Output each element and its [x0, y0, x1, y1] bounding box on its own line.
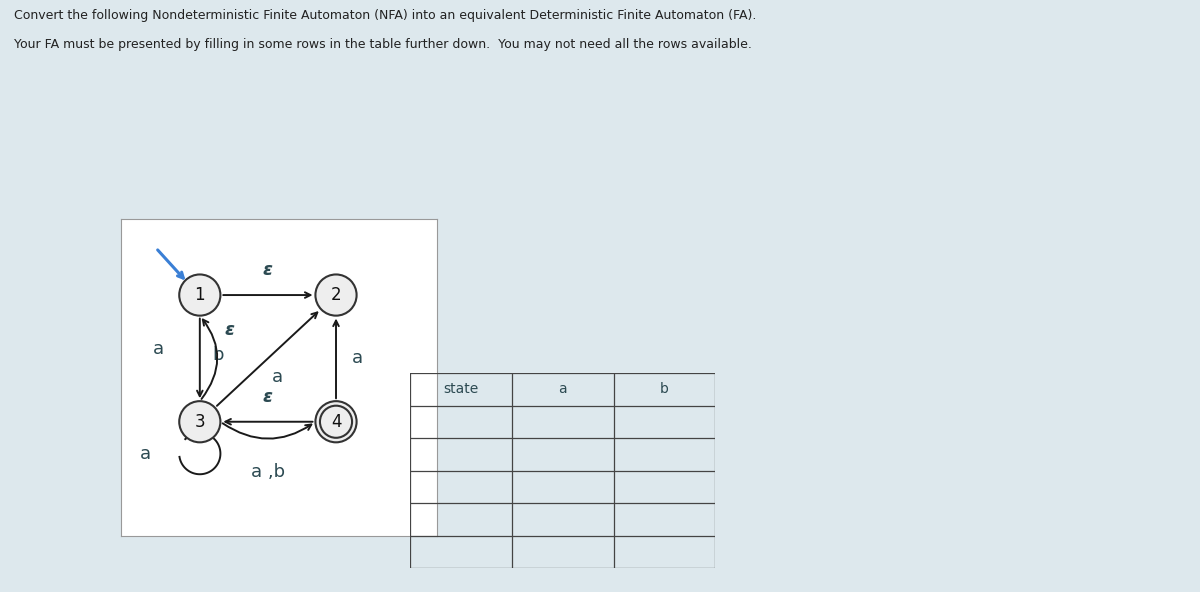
Text: ε: ε: [224, 321, 235, 339]
Text: Your FA must be presented by filling in some rows in the table further down.  Yo: Your FA must be presented by filling in …: [14, 38, 752, 52]
Text: a: a: [558, 382, 568, 396]
Text: ε: ε: [263, 261, 272, 279]
Text: a: a: [139, 445, 151, 463]
Text: a: a: [352, 349, 362, 368]
Text: Convert the following Nondeterministic Finite Automaton (NFA) into an equivalent: Convert the following Nondeterministic F…: [14, 9, 757, 22]
Circle shape: [179, 275, 221, 316]
Text: ε: ε: [263, 388, 272, 406]
Circle shape: [179, 401, 221, 442]
Text: 2: 2: [331, 286, 341, 304]
Text: a: a: [154, 340, 164, 358]
Text: state: state: [444, 382, 479, 396]
Text: a: a: [272, 368, 283, 387]
Text: 3: 3: [194, 413, 205, 431]
Text: 4: 4: [331, 413, 341, 431]
Text: 1: 1: [194, 286, 205, 304]
Circle shape: [316, 275, 356, 316]
Circle shape: [316, 401, 356, 442]
Text: b: b: [212, 346, 224, 364]
Text: b: b: [660, 382, 668, 396]
Text: a ,b: a ,b: [251, 463, 284, 481]
